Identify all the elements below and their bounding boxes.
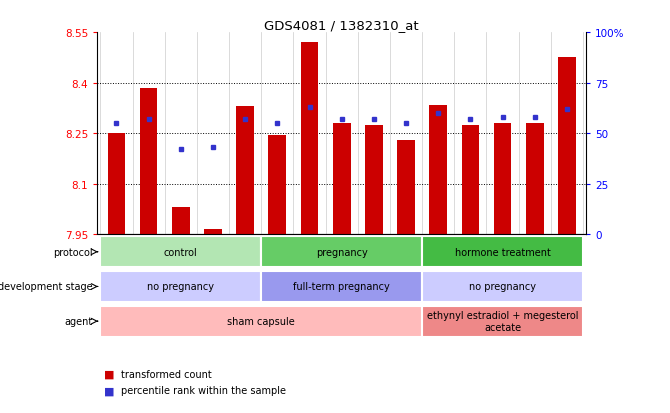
- Bar: [172, 208, 190, 235]
- Bar: [261, 237, 422, 268]
- Bar: [422, 271, 583, 302]
- Bar: [429, 105, 447, 235]
- Text: development stage: development stage: [0, 282, 92, 292]
- Text: agent: agent: [64, 316, 92, 326]
- Text: transformed count: transformed count: [121, 369, 211, 379]
- Text: sham capsule: sham capsule: [227, 316, 295, 326]
- Bar: [526, 124, 543, 235]
- Bar: [462, 126, 479, 235]
- Bar: [301, 43, 318, 235]
- Bar: [269, 135, 286, 235]
- Text: control: control: [164, 247, 198, 257]
- Title: GDS4081 / 1382310_at: GDS4081 / 1382310_at: [265, 19, 419, 32]
- Bar: [333, 124, 350, 235]
- Text: ethynyl estradiol + megesterol
acetate: ethynyl estradiol + megesterol acetate: [427, 311, 578, 332]
- Bar: [100, 271, 261, 302]
- Text: hormone treatment: hormone treatment: [455, 247, 551, 257]
- Bar: [261, 271, 422, 302]
- Bar: [100, 306, 422, 337]
- Text: full-term pregnancy: full-term pregnancy: [293, 282, 390, 292]
- Bar: [365, 126, 383, 235]
- Bar: [140, 88, 157, 235]
- Text: percentile rank within the sample: percentile rank within the sample: [121, 385, 285, 395]
- Text: ■: ■: [104, 369, 115, 379]
- Bar: [494, 124, 511, 235]
- Text: ■: ■: [104, 385, 115, 395]
- Bar: [422, 237, 583, 268]
- Bar: [204, 230, 222, 235]
- Text: protocol: protocol: [53, 247, 92, 257]
- Bar: [237, 107, 254, 235]
- Bar: [558, 58, 576, 235]
- Text: pregnancy: pregnancy: [316, 247, 368, 257]
- Bar: [397, 141, 415, 235]
- Text: no pregnancy: no pregnancy: [147, 282, 214, 292]
- Bar: [100, 237, 261, 268]
- Bar: [422, 306, 583, 337]
- Text: no pregnancy: no pregnancy: [469, 282, 536, 292]
- Bar: [108, 134, 125, 235]
